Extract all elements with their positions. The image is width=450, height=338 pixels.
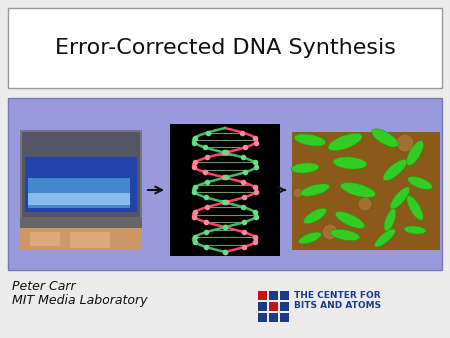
Ellipse shape <box>335 212 364 228</box>
Bar <box>20 228 142 250</box>
Ellipse shape <box>333 157 367 169</box>
Ellipse shape <box>404 226 426 234</box>
Bar <box>20 130 142 250</box>
Ellipse shape <box>294 134 326 146</box>
Text: THE CENTER FOR: THE CENTER FOR <box>294 291 381 300</box>
Ellipse shape <box>330 230 360 241</box>
Bar <box>170 124 280 256</box>
Circle shape <box>358 197 372 211</box>
Bar <box>8 8 442 88</box>
Ellipse shape <box>372 129 398 147</box>
Ellipse shape <box>341 183 375 197</box>
Ellipse shape <box>299 232 321 244</box>
Bar <box>269 313 278 322</box>
Ellipse shape <box>375 229 396 247</box>
Ellipse shape <box>328 133 362 151</box>
Bar <box>292 132 440 250</box>
Bar <box>280 313 289 322</box>
Text: Error-Corrected DNA Synthesis: Error-Corrected DNA Synthesis <box>54 38 396 58</box>
Ellipse shape <box>407 196 423 220</box>
Text: Peter Carr: Peter Carr <box>12 280 76 293</box>
Ellipse shape <box>303 208 327 224</box>
Ellipse shape <box>406 141 423 165</box>
Ellipse shape <box>383 160 407 180</box>
Bar <box>22 132 140 220</box>
Bar <box>30 232 60 246</box>
Bar <box>269 291 278 300</box>
Ellipse shape <box>390 187 410 209</box>
Circle shape <box>396 134 414 152</box>
Bar <box>70 232 110 248</box>
Bar <box>25 157 137 212</box>
Bar <box>8 98 442 270</box>
Ellipse shape <box>384 209 396 232</box>
Bar <box>258 313 267 322</box>
Ellipse shape <box>408 176 432 190</box>
Circle shape <box>322 224 338 240</box>
Ellipse shape <box>301 184 329 196</box>
Bar <box>280 291 289 300</box>
Bar <box>258 302 267 311</box>
Bar <box>28 193 130 205</box>
Bar <box>20 217 142 232</box>
Bar <box>280 302 289 311</box>
Bar <box>258 291 267 300</box>
Bar <box>28 178 130 208</box>
Circle shape <box>293 188 303 198</box>
Text: MIT Media Laboratory: MIT Media Laboratory <box>12 294 148 307</box>
Text: BITS AND ATOMS: BITS AND ATOMS <box>294 301 381 310</box>
Ellipse shape <box>291 163 319 173</box>
Bar <box>269 302 278 311</box>
